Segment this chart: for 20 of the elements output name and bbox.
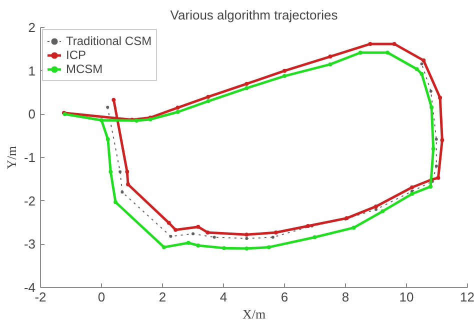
x-tick-label: 12 (460, 290, 474, 304)
y-tick-label: 2 (28, 20, 36, 35)
x-tick-label: 10 (399, 290, 414, 304)
y-tick-label: 1 (28, 63, 36, 78)
x-axis-title: X/m (242, 306, 266, 322)
y-tick-label: -3 (24, 236, 36, 252)
y-tick-label: -4 (24, 280, 36, 295)
legend-label: ICP (66, 48, 86, 62)
y-axis-title: Y/m (4, 146, 19, 170)
x-tick-label: 2 (158, 290, 166, 304)
legend-label: Traditional CSM (66, 34, 152, 48)
x-tick-label: 8 (342, 290, 350, 304)
y-tick-label: 0 (28, 106, 36, 122)
y-tick-label: -1 (24, 150, 36, 165)
x-tick-label: 4 (220, 290, 228, 304)
legend-label: MCSM (66, 62, 103, 76)
x-tick-label: 6 (280, 290, 288, 304)
x-tick-label: 0 (98, 290, 106, 304)
chart-title: Various algorithm trajectories (170, 8, 338, 22)
y-tick-label: -2 (24, 193, 36, 208)
